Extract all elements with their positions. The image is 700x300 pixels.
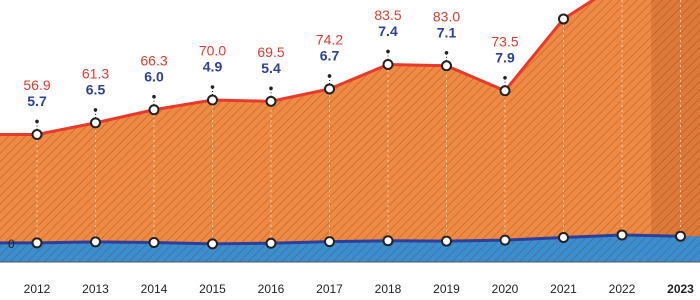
point — [325, 237, 334, 246]
highlight-band — [651, 0, 700, 262]
y-tick-label: 0 — [8, 237, 15, 251]
point — [501, 86, 510, 95]
point — [618, 231, 627, 240]
value-label: 7.4 — [378, 23, 398, 39]
x-tick-label: 2017 — [316, 282, 343, 296]
value-label: 83.5 — [374, 7, 401, 23]
point — [150, 238, 159, 247]
value-label: 73.5 — [491, 33, 518, 49]
point — [442, 61, 451, 70]
value-label: 4.9 — [203, 59, 223, 75]
x-tick-label: 2015 — [199, 282, 226, 296]
x-tick-label: 2014 — [141, 282, 168, 296]
point — [33, 130, 42, 139]
value-label: 61.3 — [82, 66, 109, 82]
value-label: 7.9 — [495, 49, 515, 65]
point — [559, 233, 568, 242]
x-tick-label: 2016 — [258, 282, 285, 296]
label-pin-head — [94, 108, 98, 112]
point — [267, 239, 276, 248]
point — [676, 232, 685, 241]
x-tick-label: 2020 — [492, 282, 519, 296]
value-label: 5.4 — [261, 60, 281, 76]
point — [33, 238, 42, 247]
value-label: 6.7 — [320, 48, 340, 64]
value-label: 66.3 — [140, 52, 167, 68]
value-label: 6.5 — [86, 82, 106, 98]
label-pin-head — [445, 51, 449, 55]
x-tick-label: 2021 — [550, 282, 577, 296]
chart: 56.95.7 61.36.5 66.36.0 70.04.9 69.55.4 74.26… — [0, 0, 700, 300]
value-label: 70.0 — [199, 43, 226, 59]
value-label: 74.2 — [316, 32, 343, 48]
point — [384, 60, 393, 69]
point — [150, 105, 159, 114]
value-label: 83.0 — [433, 8, 460, 24]
x-tick-label: 2018 — [375, 282, 402, 296]
point — [91, 237, 100, 246]
point — [208, 96, 217, 105]
value-label: 5.7 — [27, 93, 47, 109]
value-label: 56.9 — [23, 77, 50, 93]
area-hatch — [0, 0, 700, 262]
label-pin-head — [35, 120, 39, 124]
point — [559, 14, 568, 23]
point — [267, 97, 276, 106]
label-pin-head — [211, 85, 215, 89]
label-pin-head — [386, 50, 390, 54]
x-tick-label: 2023 — [667, 282, 694, 296]
label-pin-head — [328, 74, 332, 78]
point — [208, 239, 217, 248]
point — [442, 237, 451, 246]
point — [91, 118, 100, 127]
label-pin-head — [152, 95, 156, 99]
value-label: 7.1 — [437, 24, 457, 40]
x-tick-label: 2012 — [24, 282, 51, 296]
x-tick-label: 2019 — [433, 282, 460, 296]
x-tick-label: 2013 — [82, 282, 109, 296]
point — [384, 236, 393, 245]
x-tick-label: 2022 — [609, 282, 636, 296]
label-pin-head — [503, 76, 507, 80]
label-pin-head — [269, 87, 273, 91]
point — [325, 84, 334, 93]
point — [501, 236, 510, 245]
value-label: 69.5 — [257, 44, 284, 60]
value-label: 6.0 — [144, 68, 164, 84]
